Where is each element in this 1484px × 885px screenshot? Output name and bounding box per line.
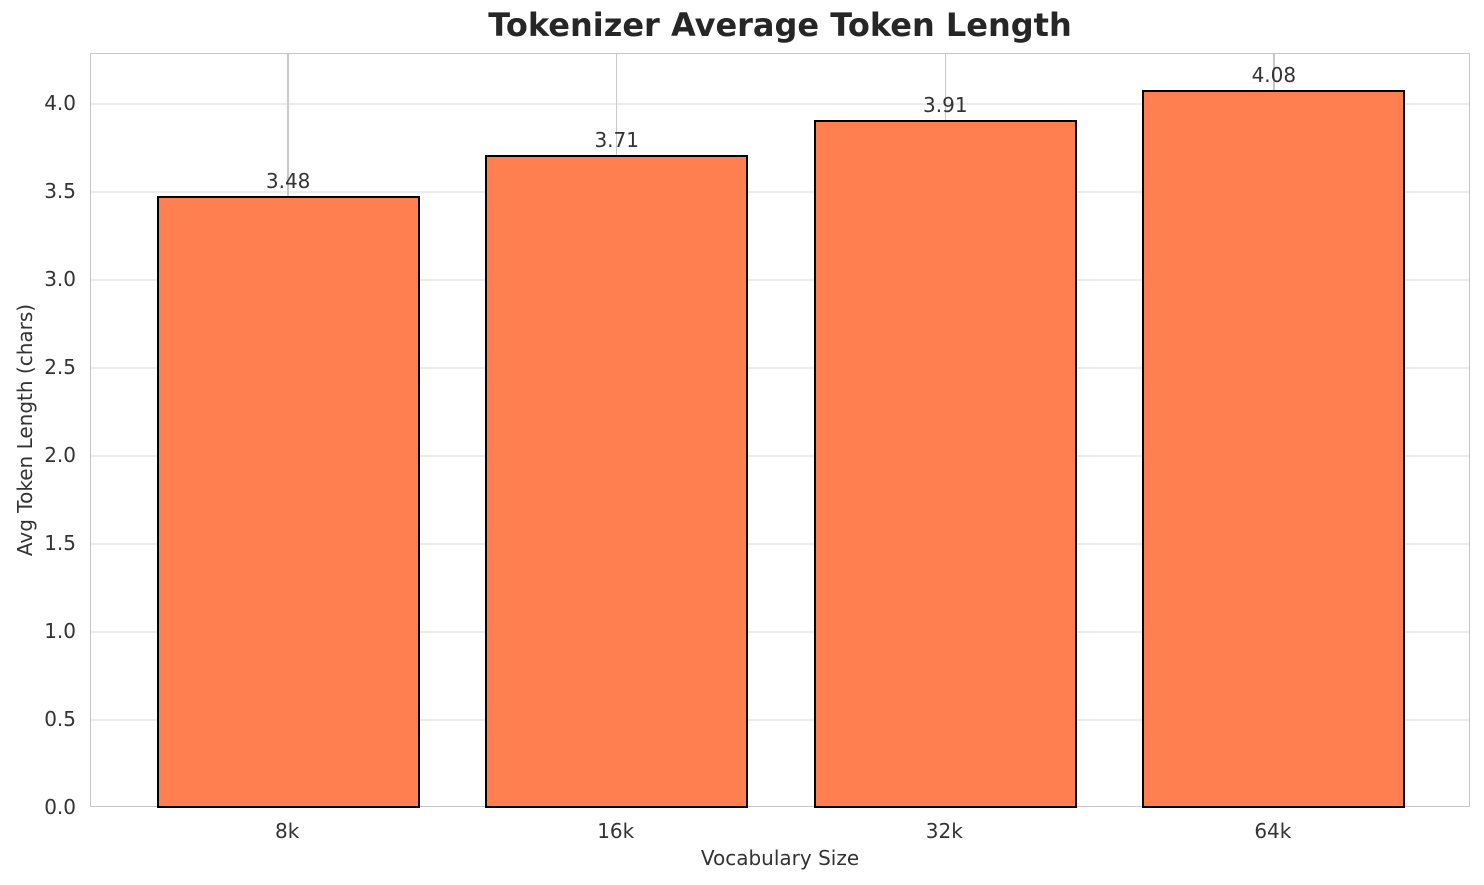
y-tick-label: 1.5 — [44, 530, 76, 555]
bar-16k — [485, 155, 749, 808]
x-tick-label: 32k — [925, 819, 963, 843]
bar-value-label: 4.08 — [1251, 62, 1297, 87]
gridline-h — [91, 455, 1469, 457]
gridline-h — [91, 719, 1469, 721]
y-tick-label: 3.0 — [44, 266, 76, 291]
bar-32k — [813, 119, 1077, 808]
gridline-h — [91, 543, 1469, 545]
gridline-h — [91, 631, 1469, 633]
y-tick-label: 0.0 — [44, 795, 76, 819]
x-tick-label: 8k — [274, 819, 300, 843]
plot-area: 3.48 3.71 3.91 4.08 — [90, 53, 1470, 808]
y-axis-label: Avg Token Length (chars) — [13, 303, 37, 557]
y-tick-label: 0.5 — [44, 706, 76, 731]
y-tick-label: 2.0 — [44, 442, 76, 467]
gridline-h — [91, 367, 1469, 369]
bar-8k — [156, 195, 420, 808]
bar-value-label: 3.48 — [265, 168, 311, 193]
gridline-h — [91, 103, 1469, 105]
y-tick-label: 3.5 — [44, 178, 76, 203]
y-tick-label: 1.0 — [44, 618, 76, 643]
y-tick-label: 4.0 — [44, 90, 76, 115]
x-axis-label: Vocabulary Size — [700, 846, 860, 870]
x-tick-label: 16k — [597, 819, 635, 843]
gridline-h — [91, 191, 1469, 193]
x-tick-label: 64k — [1254, 819, 1292, 843]
bar-value-label: 3.71 — [594, 128, 639, 153]
gridline-h — [91, 279, 1469, 281]
y-tick-label: 2.5 — [44, 354, 76, 379]
bar-64k — [1142, 89, 1406, 808]
chart-title: Tokenizer Average Token Length — [488, 6, 1072, 44]
bar-value-label: 3.91 — [923, 92, 968, 117]
